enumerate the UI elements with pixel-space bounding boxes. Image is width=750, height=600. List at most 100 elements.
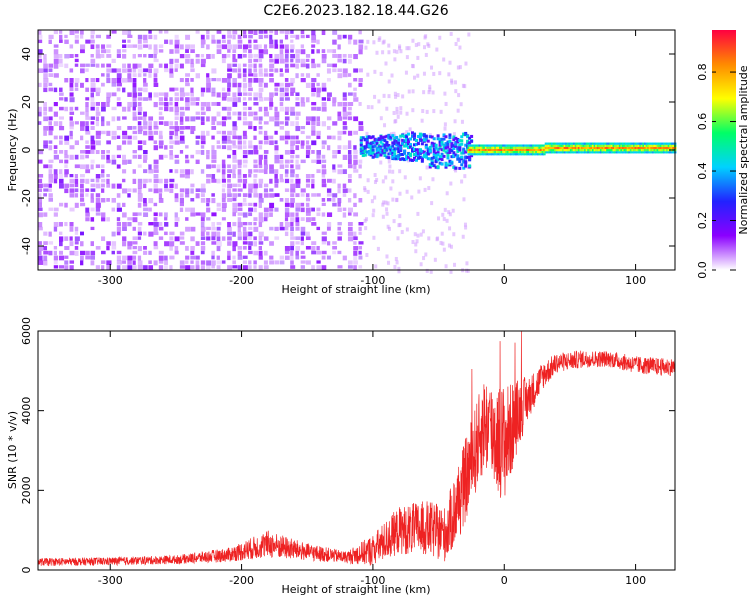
spectrogram-cell — [623, 142, 627, 145]
spectrogram-cell — [295, 63, 299, 69]
spectrogram-cell — [95, 49, 100, 55]
spectrogram-cell — [332, 202, 337, 207]
spectrogram-cell — [164, 222, 169, 227]
spectrogram-cell — [410, 195, 414, 200]
spectrogram-cell — [543, 144, 546, 147]
spectrogram-cell — [106, 102, 110, 107]
spectrogram-cell — [137, 202, 142, 208]
spectrogram-cell — [232, 140, 236, 146]
spectrogram-cell — [500, 150, 504, 154]
spectrogram-cell — [379, 145, 383, 149]
spectrogram-cell — [279, 68, 283, 73]
spectrogram-cell — [127, 265, 133, 271]
spectrogram-cell — [253, 30, 258, 35]
spectrogram-cell — [221, 236, 226, 241]
spectrogram-cell — [179, 231, 185, 236]
spectrogram-cell — [242, 246, 247, 250]
spectrogram-cell — [659, 151, 663, 154]
spectrogram-cell — [64, 78, 69, 83]
spectrogram-cell — [59, 236, 64, 242]
spectrogram-cell — [48, 164, 53, 169]
spectrogram-cell — [365, 252, 369, 257]
spectrogram-cell — [227, 250, 231, 256]
spectrogram-cell — [137, 63, 142, 68]
spectrogram-cell — [451, 208, 455, 213]
spectrogram-cell — [642, 151, 645, 154]
spectrogram-cell — [591, 144, 595, 147]
spectrogram-cell — [48, 126, 54, 131]
spectrogram-cell — [316, 193, 321, 197]
spectrogram-cell — [237, 159, 242, 165]
spectrogram-cell — [337, 102, 343, 107]
spectrogram-cell — [353, 87, 357, 91]
spectrogram-cell — [424, 252, 428, 257]
spectrogram-cell — [358, 231, 362, 235]
spectrogram-cell — [38, 198, 43, 204]
spectrogram-cell — [253, 145, 258, 150]
spectrogram-cell — [571, 151, 575, 154]
spectrogram-cell — [656, 146, 660, 150]
spectrogram-cell — [656, 151, 660, 154]
spectrogram-cell — [190, 44, 195, 49]
spectrogram-cell — [353, 54, 358, 60]
spectrogram-cell — [116, 217, 121, 222]
spectrogram-cell — [585, 151, 589, 154]
spectrogram-cell — [316, 92, 321, 98]
spectrogram-cell — [195, 140, 200, 145]
spectrogram-cell — [466, 141, 470, 145]
spectrogram-cell — [69, 260, 75, 264]
spectrogram-cell — [248, 222, 253, 226]
spectrogram-cell — [59, 92, 64, 96]
spectrogram-cell — [174, 130, 179, 136]
spectrogram-cell — [274, 87, 279, 92]
spectrogram-cell — [53, 255, 59, 261]
spectrogram-cell — [634, 146, 638, 150]
spectrogram-cell — [407, 132, 411, 136]
spectrogram-cell — [48, 130, 53, 136]
spectrogram-cell — [399, 49, 403, 54]
spectrogram-cell — [576, 144, 579, 147]
spectrogram-cell — [253, 135, 257, 140]
spectrogram-cell — [132, 188, 137, 193]
spectrogram-cell — [232, 159, 238, 163]
spectrogram-cell — [116, 183, 122, 189]
spectrogram-cell — [541, 144, 545, 147]
spectrogram-cell — [59, 250, 63, 255]
spectrogram-cell — [95, 87, 101, 93]
spectrogram-cell — [407, 146, 411, 150]
spectrogram-cell — [388, 169, 392, 174]
spectrogram-cell — [143, 178, 148, 183]
spectrogram-cell — [258, 255, 263, 260]
spectrogram-cell — [370, 199, 374, 204]
spectrogram-cell — [533, 144, 537, 147]
spectrogram-cell — [358, 241, 364, 245]
spectrogram-cell — [232, 145, 238, 149]
spectrogram-cell — [337, 44, 341, 50]
spectrogram-cell — [290, 265, 296, 269]
spectrogram-cell — [560, 149, 563, 152]
spectrogram-cell — [69, 121, 74, 127]
spectrogram-cell — [148, 135, 154, 141]
spectrogram-cell — [190, 116, 196, 122]
spectrogram-cell — [332, 241, 337, 245]
spectrogram-cell — [90, 82, 96, 87]
spectrogram-cell — [449, 31, 453, 36]
spectrogram-cell — [514, 150, 518, 154]
spectrogram-cell — [369, 141, 373, 145]
spectrogram-cell — [248, 78, 253, 83]
spectrogram-cell — [618, 144, 622, 147]
spectrogram-cell — [666, 151, 669, 154]
spectrogram-cell — [59, 39, 63, 43]
spectrogram-cell — [38, 246, 43, 251]
spectrogram-cell — [132, 246, 137, 250]
spectrogram-cell — [621, 149, 625, 152]
spectrogram-cell — [64, 97, 68, 102]
spectrogram-cell — [179, 260, 185, 265]
spectrogram-cell — [274, 140, 278, 145]
spectrogram-cell — [74, 246, 79, 250]
spectrogram-cell — [387, 144, 391, 148]
spectrogram-cell — [169, 236, 174, 241]
spectrogram-cell — [366, 72, 370, 77]
spectrogram-cell — [399, 146, 403, 150]
